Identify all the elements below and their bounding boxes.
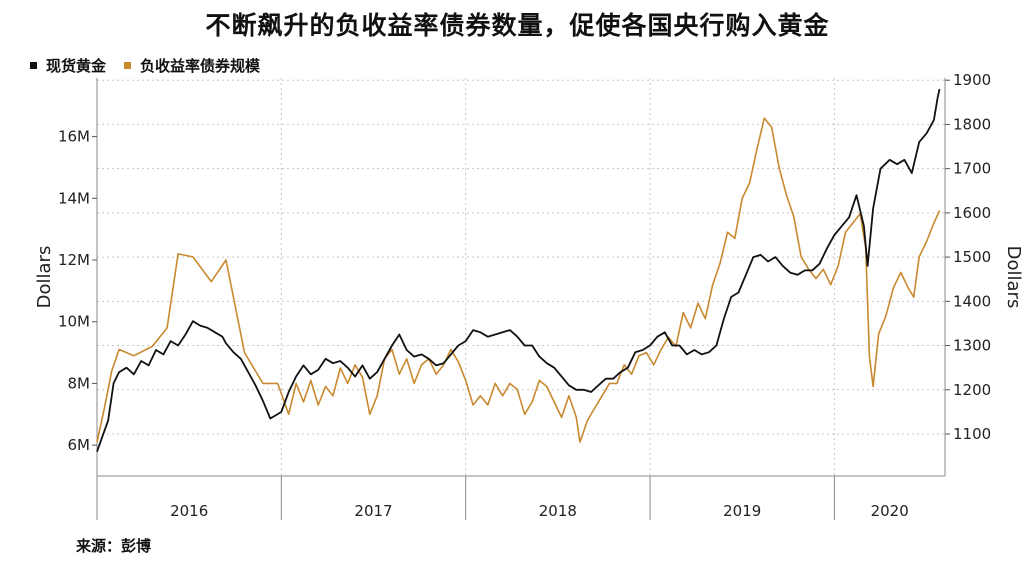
x-tick-label-2017: 2017: [354, 502, 392, 520]
left-tick-label-10M: 10M: [58, 313, 90, 331]
x-tick-label-2018: 2018: [539, 502, 577, 520]
left-tick-label-8M: 8M: [68, 374, 91, 392]
left-tick-label-16M: 16M: [58, 128, 90, 146]
x-tick-label-2016: 2016: [170, 502, 208, 520]
legend-item-gold: 现货黄金: [30, 55, 106, 76]
left-tick-label-12M: 12M: [58, 251, 90, 269]
right-tick-label-1700: 1700: [953, 160, 991, 178]
right-tick-label-1100: 1100: [953, 425, 991, 443]
series-line-gold-price: [96, 88, 941, 453]
right-tick-label-1400: 1400: [953, 292, 991, 310]
line-chart: 2016 2017 2018 2019 2020 6M 8M 10M 12M 14M 16M 1100…: [34, 71, 1024, 520]
legend-swatch-negative-yield-debt: [124, 61, 132, 69]
legend-item-negative-yield-debt: 负收益率债券规模: [124, 55, 260, 76]
right-tick-label-1200: 1200: [953, 381, 991, 399]
right-tick-label-1300: 1300: [953, 337, 991, 355]
x-tick-label-2020: 2020: [871, 502, 909, 520]
chart-title: 不断飙升的负收益率债券数量，促使各国央行购入黄金: [205, 11, 830, 40]
left-axis-title: Dollars: [34, 246, 55, 309]
legend: 现货黄金 负收益率债券规模: [30, 54, 278, 76]
x-tick-label-2019: 2019: [723, 502, 761, 520]
left-tick-label-6M: 6M: [68, 436, 91, 454]
right-tick-label-1600: 1600: [953, 204, 991, 222]
source-note: 来源：彭博: [76, 537, 152, 555]
legend-label-gold: 现货黄金: [46, 56, 107, 75]
right-tick-label-1900: 1900: [953, 71, 991, 89]
series-line-negative-yield-debt: [96, 117, 941, 443]
right-axis-title: Dollars: [1003, 246, 1024, 309]
right-tick-label-1800: 1800: [953, 115, 991, 133]
left-tick-label-14M: 14M: [58, 189, 90, 207]
right-tick-label-1500: 1500: [953, 248, 991, 266]
legend-swatch-gold: [30, 61, 37, 69]
legend-label-negative-yield-debt: 负收益率债券规模: [140, 56, 261, 75]
